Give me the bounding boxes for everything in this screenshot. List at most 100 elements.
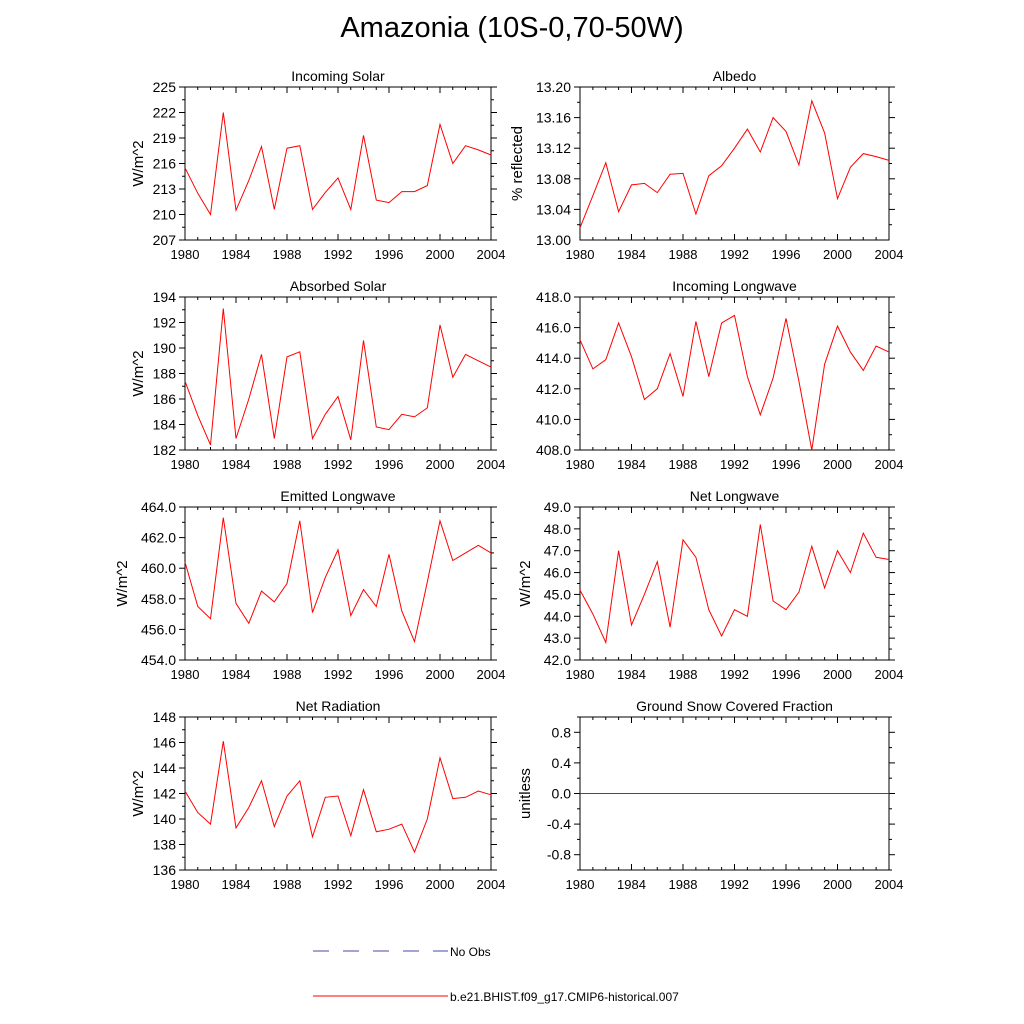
plot-frame — [579, 296, 890, 451]
y-tick-label: 148 — [153, 709, 177, 725]
x-tick-label: 1996 — [772, 247, 801, 262]
x-tick-label: 2004 — [875, 877, 904, 892]
panel-title: Incoming Solar — [291, 68, 385, 84]
y-tick-label: 190 — [153, 340, 177, 356]
y-tick-label: 13.20 — [536, 79, 571, 95]
plot-frame — [579, 506, 890, 661]
x-tick-label: 1984 — [222, 247, 251, 262]
y-tick-label: 460.0 — [141, 560, 176, 576]
y-tick-label: 0.0 — [552, 786, 572, 802]
x-tick-label: 1988 — [273, 247, 302, 262]
x-tick-label: 2000 — [426, 457, 455, 472]
plot-frame — [579, 86, 890, 241]
y-tick-label: 213 — [153, 181, 177, 197]
y-tick-label: 42.0 — [544, 652, 571, 668]
x-tick-label: 1980 — [566, 457, 595, 472]
x-tick-label: 2000 — [823, 877, 852, 892]
plot-frame — [184, 86, 492, 241]
y-axis-label: unitless — [517, 768, 534, 819]
x-tick-label: 1980 — [171, 877, 200, 892]
y-tick-label: 49.0 — [544, 499, 571, 515]
y-tick-label: 458.0 — [141, 591, 176, 607]
series-line — [579, 314, 890, 451]
series-line — [579, 524, 890, 645]
x-tick-label: 1980 — [171, 667, 200, 682]
series-line — [579, 99, 890, 228]
y-tick-label: 464.0 — [141, 499, 176, 515]
y-tick-label: 454.0 — [141, 652, 176, 668]
panel-incoming-solar: Incoming Solar 1980 1984 1988 1992 1996 2000 20… — [130, 68, 505, 262]
x-tick-label: 2004 — [875, 247, 904, 262]
y-tick-label: 219 — [153, 130, 177, 146]
x-tick-label: 1992 — [720, 457, 749, 472]
x-tick-label: 1996 — [375, 457, 404, 472]
legend: No Obs b.e21.BHIST.f09_g17.CMIP6-historic… — [313, 945, 679, 1004]
x-tick-label: 2000 — [823, 247, 852, 262]
y-tick-label: 188 — [153, 366, 177, 382]
series-line — [184, 741, 492, 854]
y-tick-label: 142 — [153, 786, 177, 802]
x-tick-label: 1980 — [171, 247, 200, 262]
x-tick-label: 1992 — [720, 247, 749, 262]
y-tick-label: 13.16 — [536, 110, 571, 126]
x-tick-label: 2004 — [875, 457, 904, 472]
x-tick-label: 1992 — [324, 457, 353, 472]
x-tick-label: 2004 — [477, 667, 506, 682]
x-tick-label: 1984 — [222, 667, 251, 682]
panel-net-radiation: Net Radiation 1980 1984 1988 1992 1996 2000 200… — [130, 698, 505, 892]
panel-net-longwave: Net Longwave 1980 1984 1988 1992 1996 2000 2004… — [517, 488, 903, 682]
panel-absorbed-solar: Absorbed Solar 1980 1984 1988 1992 1996 2000 20… — [130, 278, 505, 472]
y-tick-label: 412.0 — [536, 381, 571, 397]
x-tick-label: 1996 — [375, 877, 404, 892]
y-tick-label: 207 — [153, 232, 177, 248]
x-tick-label: 1996 — [375, 247, 404, 262]
y-axis-label: W/m^2 — [130, 770, 147, 816]
series-line — [184, 308, 492, 446]
x-tick-label: 1984 — [617, 667, 646, 682]
x-tick-label: 2000 — [823, 667, 852, 682]
x-tick-label: 2000 — [823, 457, 852, 472]
x-tick-label: 1996 — [772, 457, 801, 472]
x-tick-label: 1980 — [566, 247, 595, 262]
x-tick-label: 2004 — [477, 877, 506, 892]
panel-title: Net Radiation — [296, 698, 381, 714]
panel-title: Emitted Longwave — [280, 488, 395, 504]
y-tick-label: -0.8 — [547, 847, 571, 863]
y-tick-label: 192 — [153, 315, 177, 331]
y-axis-label: % reflected — [509, 126, 526, 201]
plot-frame — [184, 506, 492, 661]
x-tick-label: 1980 — [171, 457, 200, 472]
y-axis-label: W/m^2 — [130, 350, 147, 396]
x-tick-label: 1996 — [375, 667, 404, 682]
panel-emitted-longwave: Emitted Longwave 1980 1984 1988 1992 1996 2000… — [114, 488, 505, 682]
y-tick-label: 414.0 — [536, 350, 571, 366]
y-tick-label: 13.00 — [536, 232, 571, 248]
y-tick-label: 43.0 — [544, 630, 571, 646]
y-tick-label: 146 — [153, 735, 177, 751]
x-tick-label: 1988 — [669, 457, 698, 472]
plot-frame — [184, 296, 492, 451]
x-tick-label: 1988 — [669, 247, 698, 262]
y-tick-label: 456.0 — [141, 621, 176, 637]
y-tick-label: 0.4 — [552, 755, 572, 771]
x-tick-label: 2004 — [875, 667, 904, 682]
x-tick-label: 1992 — [324, 877, 353, 892]
legend-label: No Obs — [450, 945, 491, 959]
x-tick-label: 1992 — [720, 667, 749, 682]
y-tick-label: 182 — [153, 442, 177, 458]
y-tick-label: 225 — [153, 79, 177, 95]
panel-ground-snow-covered-fraction: Ground Snow Covered Fraction 1980 1984 1988… — [517, 698, 903, 892]
series-line — [184, 112, 492, 216]
x-tick-label: 1980 — [566, 877, 595, 892]
y-tick-label: 13.12 — [536, 140, 571, 156]
x-tick-label: 2000 — [426, 877, 455, 892]
x-tick-label: 1996 — [772, 877, 801, 892]
y-tick-label: 45.0 — [544, 586, 571, 602]
x-tick-label: 1992 — [720, 877, 749, 892]
y-tick-label: 222 — [153, 105, 177, 121]
x-tick-label: 1992 — [324, 247, 353, 262]
y-axis-label: W/m^2 — [130, 140, 147, 186]
y-axis-label: W/m^2 — [517, 560, 534, 606]
x-tick-label: 1988 — [273, 877, 302, 892]
